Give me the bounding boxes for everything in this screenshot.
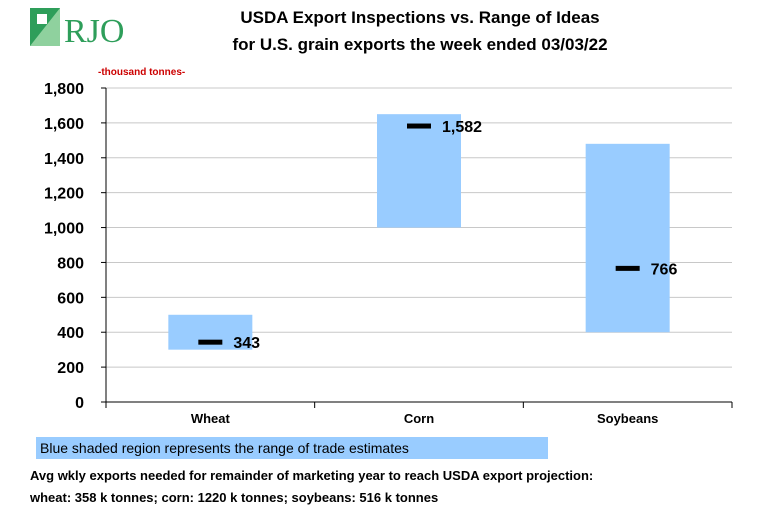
unit-label: -thousand tonnes- (98, 67, 186, 78)
x-category-label: Corn (404, 411, 434, 426)
actual-value-label: 766 (651, 261, 678, 278)
rjo-logo: RJO (30, 8, 124, 50)
chart-plot: 0 200 400 600 800 1,000 1,200 1,400 1,600 1,800 34… (44, 81, 733, 426)
x-category-label: Soybeans (597, 411, 658, 426)
y-tick-label: 1,800 (44, 81, 84, 98)
y-tick-label: 600 (57, 290, 84, 307)
y-tick-label: 1,200 (44, 186, 84, 203)
actual-marker-soybeans (615, 265, 640, 271)
footnote-line-1: Avg wkly exports needed for remainder of… (30, 468, 594, 483)
logo-text: RJO (64, 13, 124, 50)
y-tick-label: 1,600 (44, 116, 84, 133)
actual-marker-corn (407, 123, 431, 129)
y-tick-label: 200 (57, 360, 84, 377)
actual-marker-wheat (198, 339, 223, 345)
footnote-line-2: wheat: 358 k tonnes; corn: 1220 k tonnes… (30, 490, 439, 505)
y-tick-label: 800 (57, 255, 84, 272)
range-bar-corn (377, 114, 461, 228)
y-tick-label: 0 (75, 395, 84, 412)
chart-title-line-2: for U.S. grain exports the week ended 03… (232, 35, 608, 54)
y-tick-label: 400 (57, 325, 84, 342)
y-tick-label: 1,400 (44, 151, 84, 168)
y-tick-label: 1,000 (44, 221, 84, 238)
actual-value-label: 1,582 (442, 119, 482, 136)
legend-box: Blue shaded region represents the range … (36, 437, 548, 459)
legend-text: Blue shaded region represents the range … (40, 440, 409, 456)
actual-value-label: 343 (233, 335, 260, 352)
range-bar-soybeans (585, 143, 670, 333)
x-category-label: Wheat (191, 411, 231, 426)
chart-title-line-1: USDA Export Inspections vs. Range of Ide… (240, 8, 600, 27)
